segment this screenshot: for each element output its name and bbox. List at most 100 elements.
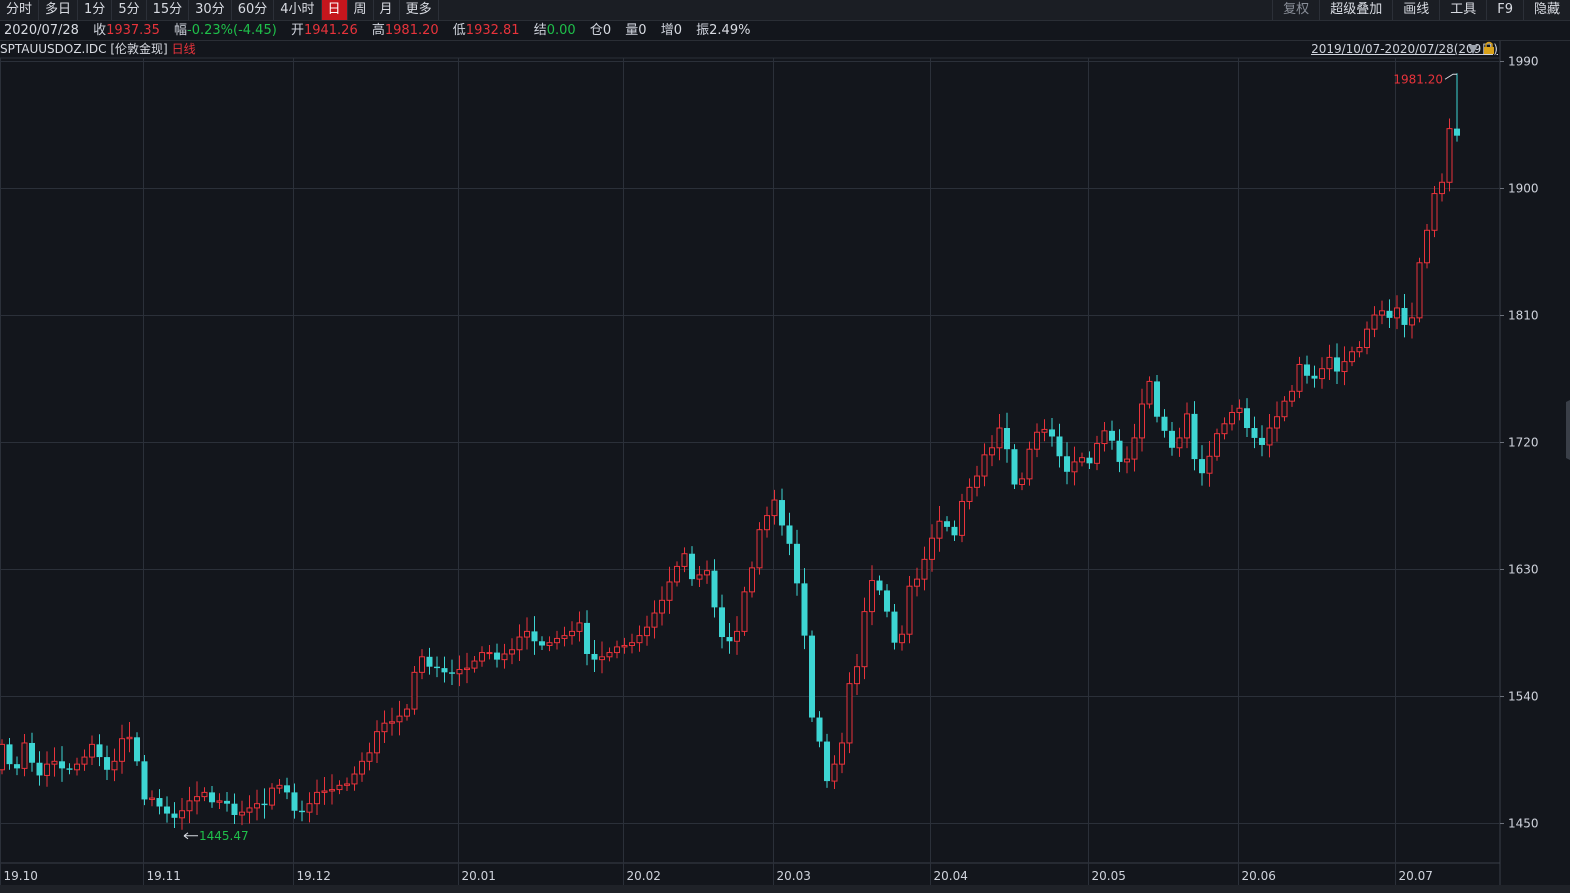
candle — [884, 584, 890, 618]
candle-body — [1334, 357, 1340, 372]
candle — [224, 791, 230, 812]
candle-body — [929, 537, 935, 560]
candle-body — [996, 427, 1003, 449]
candle — [269, 783, 275, 810]
candle-body — [651, 612, 658, 628]
candle — [1244, 398, 1250, 438]
candle — [1364, 321, 1370, 355]
candle-body — [344, 783, 350, 786]
candle — [21, 734, 28, 777]
candle — [1274, 401, 1280, 442]
tool-button[interactable]: 隐藏 — [1522, 0, 1570, 20]
candle-body — [681, 553, 688, 567]
candle-body — [1176, 437, 1183, 449]
candle — [1094, 435, 1100, 471]
period-tab[interactable]: 1分 — [78, 0, 113, 20]
period-tab[interactable]: 多日 — [39, 0, 79, 20]
period-tab[interactable]: 分时 — [0, 0, 40, 20]
candle-body — [74, 763, 80, 771]
lock-shackle-icon — [1485, 41, 1493, 47]
candle-body — [584, 622, 590, 654]
period-tab[interactable]: 更多 — [400, 0, 439, 20]
tool-button[interactable]: 工具 — [1439, 0, 1486, 20]
period-tab[interactable]: 日 — [321, 0, 348, 20]
y-tick-label: 1720 — [1508, 436, 1539, 450]
candle-body — [1296, 363, 1303, 392]
symbol-name: [伦敦金现] — [110, 42, 168, 56]
candle-body — [1079, 457, 1085, 463]
x-tick-label: 19.12 — [297, 869, 331, 883]
quote-bar: 2020/07/28 收1937.35 幅-0.23%(-4.45) 开1941… — [0, 21, 1570, 41]
candle-body — [711, 570, 718, 608]
quote-date: 2020/07/28 — [4, 23, 79, 38]
candle — [299, 800, 305, 822]
increase-label: 增 — [660, 23, 674, 38]
candle — [1049, 417, 1055, 447]
period-tab[interactable]: 4小时 — [274, 0, 322, 20]
candle — [201, 787, 208, 802]
period-tab[interactable]: 周 — [348, 0, 374, 20]
scrollbar-handle[interactable] — [1566, 400, 1570, 460]
candle-body — [734, 630, 740, 642]
candle — [329, 774, 335, 805]
candle — [651, 600, 658, 639]
candle-body — [1431, 193, 1438, 231]
tool-button[interactable]: 超级叠加 — [1319, 0, 1392, 20]
candle-body — [209, 792, 215, 803]
candle — [696, 565, 703, 588]
candle-body — [1371, 314, 1378, 330]
dropdown-triangle-icon[interactable] — [1468, 45, 1478, 54]
candle-body — [1244, 408, 1250, 429]
candle-body — [374, 731, 380, 754]
candle — [419, 649, 425, 680]
candle-body — [89, 743, 95, 758]
period-tab[interactable]: 60分 — [232, 0, 275, 20]
candle — [36, 751, 43, 786]
candle-body — [1229, 411, 1235, 425]
candle — [1191, 401, 1198, 471]
y-tick-label: 1450 — [1508, 817, 1539, 831]
candle — [126, 722, 133, 753]
x-tick-label: 19.10 — [4, 869, 38, 883]
candle — [426, 647, 433, 675]
candle — [824, 733, 830, 788]
candle-body — [1236, 407, 1243, 413]
date-range[interactable]: 2019/10/07-2020/07/28(209日) — [1311, 41, 1498, 58]
bottom-scroll-strip[interactable] — [0, 885, 1570, 893]
candle — [1064, 442, 1070, 485]
candle-body — [771, 499, 778, 517]
candle — [479, 646, 485, 667]
tool-button[interactable]: 复权 — [1272, 0, 1319, 20]
period-tab[interactable]: 15分 — [147, 0, 190, 20]
period-tab[interactable]: 5分 — [112, 0, 147, 20]
candle — [471, 655, 478, 673]
y-tick-label: 1540 — [1508, 690, 1539, 704]
candle — [569, 621, 575, 645]
candle — [1281, 396, 1288, 422]
x-tick-label: 20.01 — [462, 869, 496, 883]
candle-body — [854, 666, 860, 685]
candle-body — [539, 641, 545, 646]
kline-type[interactable]: 日线 — [171, 42, 196, 56]
candle-body — [1259, 437, 1265, 445]
candle-body — [434, 666, 440, 669]
period-tab[interactable]: 月 — [374, 0, 400, 20]
candle-body — [516, 636, 523, 651]
candle — [779, 488, 785, 536]
date-range-text[interactable]: 2019/10/07-2020/07/28(209日) — [1311, 42, 1498, 56]
candle-body — [1184, 413, 1190, 439]
candle-body — [1011, 449, 1018, 485]
candle — [1071, 446, 1078, 486]
candle — [29, 732, 35, 772]
tool-button[interactable]: 画线 — [1392, 0, 1439, 20]
candle-body — [666, 581, 673, 601]
lock-icon[interactable] — [1484, 47, 1494, 54]
low-value: 1932.81 — [465, 23, 520, 38]
candle-body — [959, 500, 965, 536]
candle-body — [719, 607, 725, 638]
period-tab[interactable]: 30分 — [189, 0, 232, 20]
candle-body — [591, 653, 598, 660]
candle-body — [741, 591, 748, 632]
tool-button[interactable]: F9 — [1486, 0, 1523, 20]
